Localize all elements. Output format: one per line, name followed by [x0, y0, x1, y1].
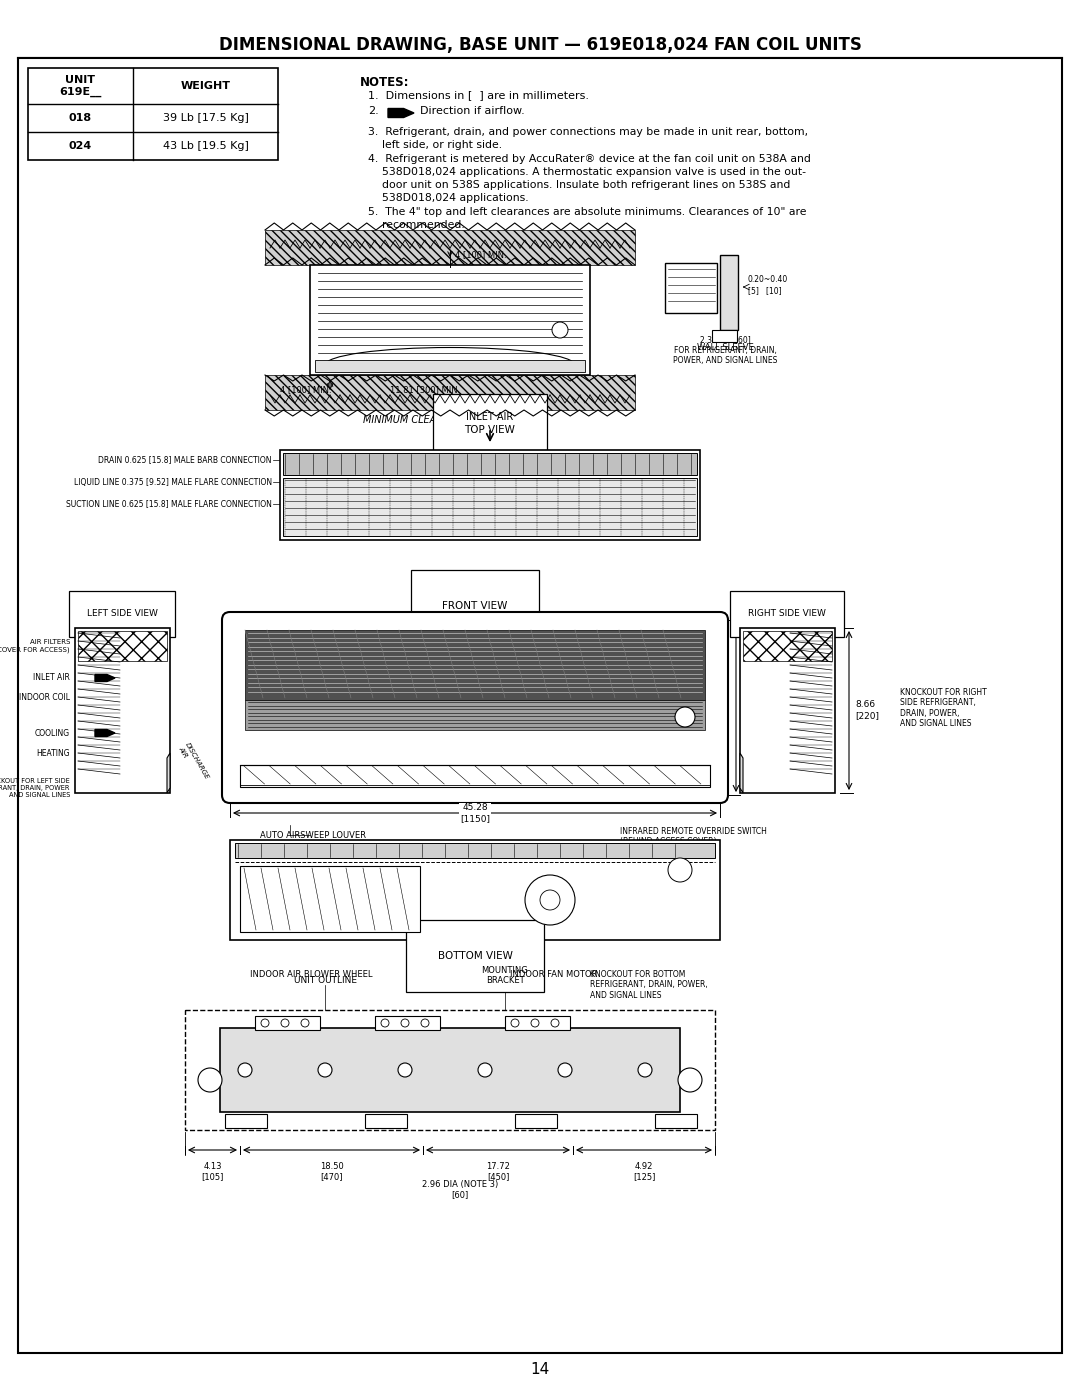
- Text: DIMENSIONAL DRAWING, BASE UNIT — 619E018,024 FAN COIL UNITS: DIMENSIONAL DRAWING, BASE UNIT — 619E018…: [218, 36, 862, 54]
- Text: HEATING: HEATING: [37, 749, 70, 757]
- Text: 11.81 [300] MIN.: 11.81 [300] MIN.: [390, 386, 460, 394]
- Text: 4.13
[105]: 4.13 [105]: [201, 1162, 224, 1182]
- Text: AIR FILTERS
(OPEN COVER FOR ACCESS): AIR FILTERS (OPEN COVER FOR ACCESS): [0, 640, 70, 652]
- Text: 2.: 2.: [368, 106, 379, 116]
- Circle shape: [261, 1018, 269, 1027]
- Text: 14.17
[360]: 14.17 [360]: [742, 697, 768, 717]
- Text: 4 [100] MIN.: 4 [100] MIN.: [280, 386, 332, 394]
- Circle shape: [638, 1063, 652, 1077]
- Circle shape: [198, 1067, 222, 1092]
- Text: 1.  Dimensions in [  ] are in millimeters.: 1. Dimensions in [ ] are in millimeters.: [368, 89, 589, 101]
- Circle shape: [381, 1018, 389, 1027]
- Text: 538D018,024 applications.: 538D018,024 applications.: [382, 193, 528, 203]
- Bar: [283, 453, 697, 475]
- Text: TOP VIEW: TOP VIEW: [464, 425, 515, 434]
- Bar: [185, 1010, 715, 1130]
- Circle shape: [421, 1018, 429, 1027]
- Bar: [310, 265, 590, 374]
- Circle shape: [318, 1063, 332, 1077]
- FancyArrow shape: [95, 675, 114, 682]
- Bar: [78, 631, 167, 661]
- Bar: [265, 231, 635, 265]
- Bar: [220, 1028, 680, 1112]
- Text: 4 [100] MIN.: 4 [100] MIN.: [455, 250, 507, 260]
- Circle shape: [478, 1063, 492, 1077]
- Bar: [720, 256, 738, 330]
- Text: door unit on 538S applications. Insulate both refrigerant lines on 538S and: door unit on 538S applications. Insulate…: [382, 180, 791, 190]
- Text: 39 Lb [17.5 Kg]: 39 Lb [17.5 Kg]: [163, 113, 248, 123]
- Text: RIGHT SIDE VIEW: RIGHT SIDE VIEW: [748, 609, 826, 619]
- Text: 43 Lb [19.5 Kg]: 43 Lb [19.5 Kg]: [163, 141, 248, 151]
- Bar: [505, 1016, 570, 1030]
- Text: INLET AIR: INLET AIR: [33, 673, 70, 683]
- Text: 4.92
[125]: 4.92 [125]: [633, 1162, 656, 1182]
- Circle shape: [511, 1018, 519, 1027]
- Circle shape: [678, 1067, 702, 1092]
- Circle shape: [238, 1063, 252, 1077]
- Text: 17.72
[450]: 17.72 [450]: [486, 1162, 510, 1182]
- Text: WEIGHT: WEIGHT: [180, 81, 230, 91]
- Text: 018: 018: [69, 113, 92, 123]
- Text: WALL SLEEVE: WALL SLEEVE: [697, 344, 754, 352]
- Bar: [280, 450, 700, 541]
- Bar: [255, 1016, 320, 1030]
- Text: LEFT SIDE VIEW: LEFT SIDE VIEW: [86, 609, 158, 619]
- Circle shape: [675, 707, 696, 726]
- Text: INDOOR FAN MOTOR: INDOOR FAN MOTOR: [510, 970, 597, 979]
- Text: 538D018,024 applications. A thermostatic expansion valve is used in the out-: 538D018,024 applications. A thermostatic…: [382, 168, 806, 177]
- Text: 5.  The 4" top and left clearances are absolute minimums. Clearances of 10" are: 5. The 4" top and left clearances are ab…: [368, 207, 807, 217]
- Text: 024: 024: [69, 141, 92, 151]
- Bar: [245, 700, 705, 731]
- Bar: [28, 68, 278, 161]
- Bar: [654, 1113, 697, 1127]
- Bar: [315, 360, 585, 372]
- Text: NOTES:: NOTES:: [360, 75, 409, 89]
- Text: KNOCKOUT FOR RIGHT
SIDE REFRIGERANT,
DRAIN, POWER,
AND SIGNAL LINES: KNOCKOUT FOR RIGHT SIDE REFRIGERANT, DRA…: [900, 687, 987, 728]
- Text: MINIMUM CLEARANCE FOR SERVICE: MINIMUM CLEARANCE FOR SERVICE: [363, 415, 537, 425]
- Text: DISCHARGE
AIR: DISCHARGE AIR: [178, 742, 210, 784]
- Text: 3.  Refrigerant, drain, and power connections may be made in unit rear, bottom,: 3. Refrigerant, drain, and power connect…: [368, 127, 808, 137]
- Bar: [740, 629, 835, 793]
- Bar: [712, 330, 737, 342]
- Text: INDOOR AIR BLOWER WHEEL: INDOOR AIR BLOWER WHEEL: [249, 970, 373, 979]
- Bar: [240, 866, 420, 932]
- Circle shape: [525, 875, 575, 925]
- FancyBboxPatch shape: [222, 612, 728, 803]
- Text: INDOOR COIL: INDOOR COIL: [19, 693, 70, 703]
- Bar: [265, 374, 635, 409]
- Circle shape: [301, 1018, 309, 1027]
- Circle shape: [401, 1018, 409, 1027]
- Text: INFRARED REMOTE OVERRIDE SWITCH
(BEHIND ACCESS COVER): INFRARED REMOTE OVERRIDE SWITCH (BEHIND …: [620, 827, 767, 847]
- Circle shape: [399, 1063, 411, 1077]
- Bar: [225, 1113, 267, 1127]
- Bar: [515, 1113, 557, 1127]
- Circle shape: [558, 1063, 572, 1077]
- FancyArrow shape: [95, 729, 114, 736]
- Text: left side, or right side.: left side, or right side.: [382, 140, 502, 149]
- Text: SUCTION LINE 0.625 [15.8] MALE FLARE CONNECTION: SUCTION LINE 0.625 [15.8] MALE FLARE CON…: [66, 500, 272, 509]
- Text: KNOCKOUT FOR LEFT SIDE
REFRIGERANT, DRAIN, POWER
AND SIGNAL LINES: KNOCKOUT FOR LEFT SIDE REFRIGERANT, DRAI…: [0, 778, 70, 798]
- Circle shape: [551, 1018, 559, 1027]
- Text: 14: 14: [530, 1362, 550, 1377]
- Circle shape: [669, 858, 692, 882]
- Circle shape: [281, 1018, 289, 1027]
- Text: Direction if airflow.: Direction if airflow.: [420, 106, 525, 116]
- Bar: [230, 840, 720, 940]
- Circle shape: [531, 1018, 539, 1027]
- Text: 8.66
[220]: 8.66 [220]: [855, 700, 879, 719]
- Text: AUTO AIRSWEEP LOUVER: AUTO AIRSWEEP LOUVER: [260, 830, 366, 840]
- Text: recommended.: recommended.: [382, 219, 464, 231]
- Text: DRAIN 0.625 [15.8] MALE BARB CONNECTION: DRAIN 0.625 [15.8] MALE BARB CONNECTION: [98, 455, 272, 464]
- Text: 0.20~0.40
[5]   [10]: 0.20~0.40 [5] [10]: [748, 275, 788, 295]
- FancyArrow shape: [388, 109, 414, 117]
- Polygon shape: [167, 753, 170, 793]
- Text: KNOCKOUT FOR BOTTOM
REFRIGERANT, DRAIN, POWER,
AND SIGNAL LINES: KNOCKOUT FOR BOTTOM REFRIGERANT, DRAIN, …: [590, 970, 707, 1000]
- Polygon shape: [740, 753, 743, 793]
- Text: UNIT OUTLINE: UNIT OUTLINE: [294, 977, 356, 985]
- Bar: [245, 630, 705, 700]
- Text: 45.28
[1150]: 45.28 [1150]: [460, 803, 490, 823]
- Text: LIQUID LINE 0.375 [9.52] MALE FLARE CONNECTION: LIQUID LINE 0.375 [9.52] MALE FLARE CONN…: [73, 478, 272, 486]
- Text: 2.36 DIA [60]
FOR REFRIGERANT, DRAIN,
POWER, AND SIGNAL LINES: 2.36 DIA [60] FOR REFRIGERANT, DRAIN, PO…: [673, 335, 778, 365]
- Text: INLET AIR: INLET AIR: [467, 412, 514, 422]
- Bar: [743, 631, 832, 661]
